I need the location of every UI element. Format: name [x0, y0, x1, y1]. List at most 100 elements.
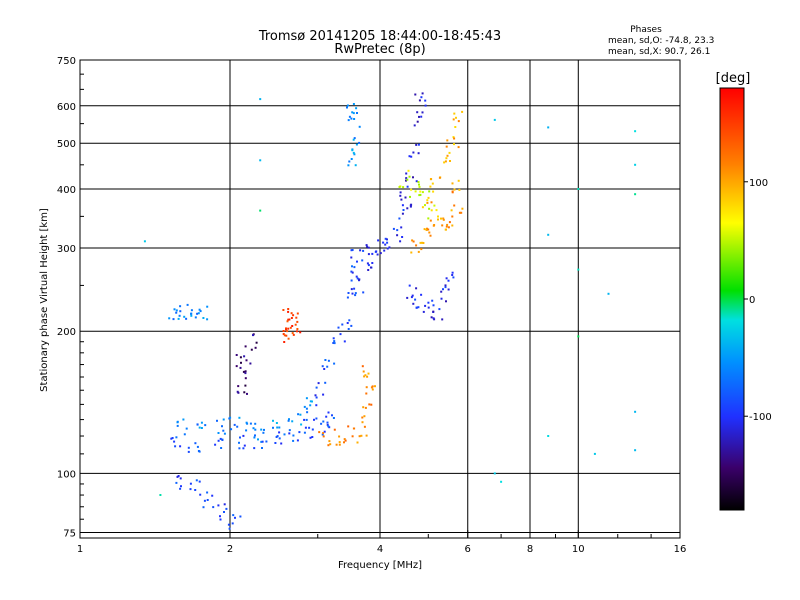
data-point	[309, 400, 312, 403]
data-point	[634, 130, 637, 133]
data-point	[200, 421, 203, 424]
data-point	[343, 340, 346, 343]
data-point	[402, 186, 405, 189]
x-axis-ticks: 1 2 4 6 8 10 16	[77, 530, 686, 555]
data-point	[261, 447, 263, 449]
data-point	[233, 423, 236, 426]
data-point	[288, 432, 291, 435]
data-point	[196, 423, 199, 426]
data-point	[288, 429, 291, 432]
data-point	[414, 298, 417, 301]
data-point	[415, 244, 418, 247]
data-point	[421, 111, 424, 114]
data-point	[249, 422, 252, 425]
data-point	[412, 176, 414, 179]
colorbar-tick-label: -100	[749, 412, 772, 423]
data-point	[217, 504, 220, 507]
data-point	[292, 434, 295, 437]
data-point	[386, 247, 389, 250]
y-tick-label: 750	[57, 56, 76, 67]
data-point	[242, 434, 245, 437]
data-point	[432, 310, 435, 313]
data-point	[240, 361, 242, 364]
data-point	[195, 479, 198, 482]
data-point	[411, 239, 414, 242]
data-point	[196, 312, 199, 315]
data-point	[444, 284, 447, 287]
data-point	[239, 515, 242, 518]
data-point	[333, 362, 336, 365]
data-point	[315, 386, 318, 389]
data-point	[401, 212, 404, 215]
data-point	[406, 207, 409, 210]
data-point	[500, 480, 503, 483]
data-point	[425, 229, 428, 231]
data-point	[239, 366, 242, 369]
data-point	[347, 164, 350, 167]
data-point	[278, 437, 281, 440]
data-point	[362, 406, 365, 409]
data-point	[350, 288, 353, 291]
data-point	[445, 277, 448, 280]
data-point	[260, 440, 263, 443]
data-point	[363, 375, 366, 378]
data-point	[435, 209, 438, 212]
data-point	[291, 420, 294, 423]
data-point	[228, 417, 231, 420]
data-point	[461, 207, 464, 210]
data-point	[222, 429, 225, 432]
data-point	[315, 404, 318, 407]
data-point	[458, 211, 461, 214]
data-point	[457, 146, 460, 149]
data-point	[308, 426, 311, 429]
data-point	[315, 396, 318, 399]
data-point	[428, 190, 431, 193]
data-point	[455, 116, 457, 119]
data-point	[374, 385, 376, 388]
grid-lines	[80, 59, 680, 538]
data-point	[263, 428, 265, 431]
data-point	[179, 487, 182, 490]
data-point	[359, 249, 362, 252]
data-point	[219, 515, 221, 518]
data-point	[287, 318, 290, 321]
colorbar-label: [deg]	[716, 71, 751, 86]
data-point	[407, 169, 410, 172]
data-point	[384, 243, 387, 246]
data-point	[325, 415, 328, 418]
data-point	[370, 386, 373, 389]
data-point	[294, 323, 297, 326]
data-point	[418, 185, 421, 188]
data-point	[305, 418, 308, 421]
data-point	[179, 477, 182, 480]
data-point	[404, 196, 407, 199]
data-point	[428, 231, 431, 234]
data-point	[278, 431, 281, 434]
data-point	[365, 434, 368, 437]
data-point	[173, 440, 176, 443]
data-point	[305, 407, 308, 410]
data-point	[371, 252, 374, 255]
data-point	[299, 331, 302, 334]
data-point	[634, 449, 637, 452]
data-point	[348, 160, 351, 163]
data-point	[187, 450, 190, 453]
data-point	[343, 441, 345, 444]
data-point	[448, 151, 451, 154]
data-point	[324, 381, 327, 384]
data-point	[356, 277, 359, 280]
data-point	[305, 397, 308, 400]
data-point	[252, 334, 254, 337]
data-point	[451, 224, 454, 227]
x-tick-label: 1	[77, 544, 83, 555]
data-point	[175, 436, 178, 439]
data-point	[421, 241, 424, 244]
data-point	[235, 354, 238, 356]
data-point	[383, 249, 386, 252]
y-tick-label: 75	[63, 528, 76, 539]
data-point	[198, 308, 201, 311]
data-point	[386, 238, 388, 241]
data-point	[347, 119, 350, 122]
data-point	[265, 440, 268, 443]
